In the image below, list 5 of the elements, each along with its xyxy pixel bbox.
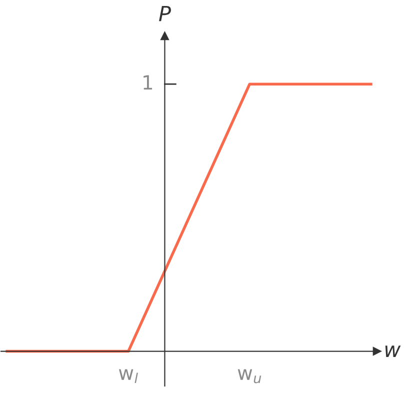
annotation: 1	[144, 75, 152, 90]
x-tick-label: w$_{u}$	[238, 369, 262, 384]
x-axis-title: w	[385, 346, 401, 358]
y-axis-title: P	[159, 6, 171, 22]
x-tick-label: w$_{l}$	[118, 369, 138, 384]
